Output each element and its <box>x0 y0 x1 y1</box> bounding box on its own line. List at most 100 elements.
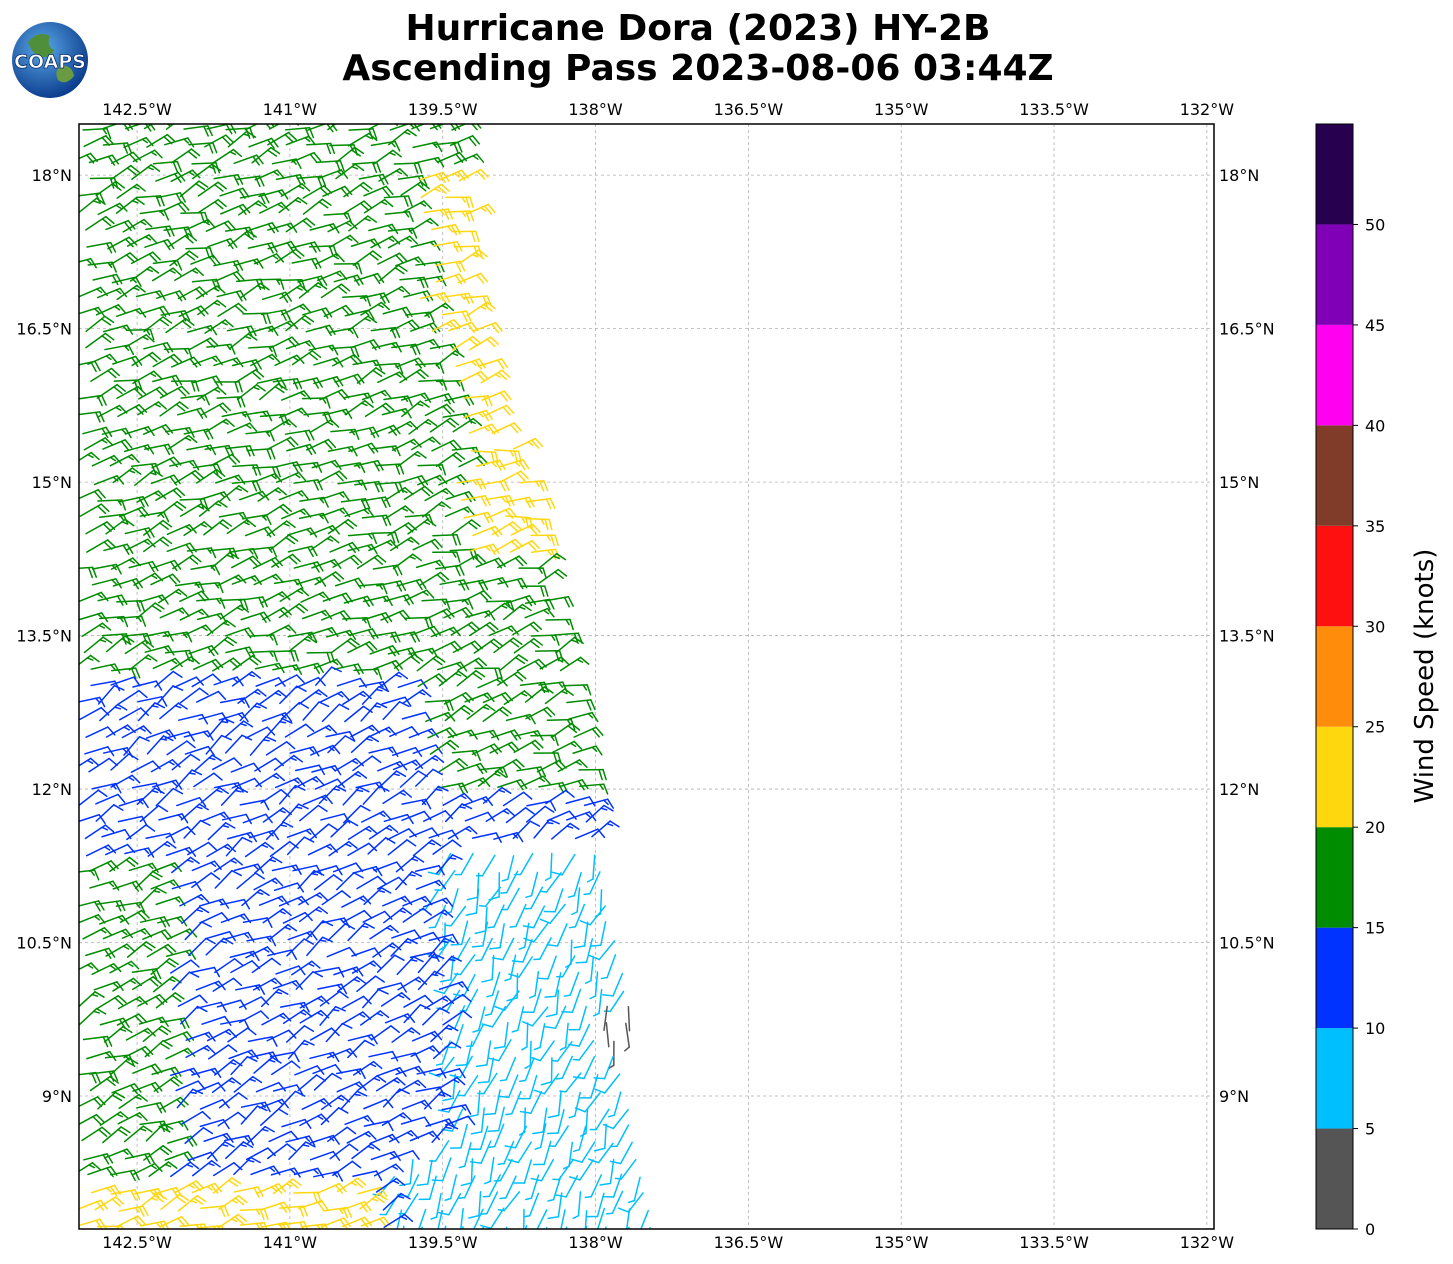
wind-barb-flag <box>404 211 410 218</box>
wind-barb-flag <box>572 1058 580 1061</box>
wind-barb-flag <box>538 567 543 574</box>
wind-barb-flag <box>394 631 401 643</box>
wind-barb-flag <box>555 1077 564 1080</box>
wind-barb-flag <box>275 278 281 286</box>
wind-barb <box>278 784 306 805</box>
wind-barb-flag <box>248 657 259 666</box>
wind-barb-flag <box>345 408 353 420</box>
wind-barb-flag <box>558 681 564 688</box>
wind-barb-flag <box>440 275 447 287</box>
wind-barb-flag <box>332 254 339 260</box>
wind-barb-flag <box>557 782 565 794</box>
wind-barb-flag <box>238 205 247 215</box>
wind-barb-flag <box>484 545 491 552</box>
wind-barb <box>271 553 301 568</box>
wind-barb-flag <box>582 684 588 691</box>
wind-barb-flag <box>367 629 375 640</box>
wind-barb-flag <box>338 703 350 710</box>
wind-barb-flag <box>347 840 358 849</box>
wind-barb-flag <box>145 329 151 336</box>
wind-barb-flag <box>213 302 221 306</box>
wind-barb <box>212 757 243 771</box>
wind-barb-flag <box>270 979 277 984</box>
wind-barb-flag <box>461 608 470 618</box>
wind-barb-staff <box>230 762 255 773</box>
wind-barb-flag <box>364 134 372 139</box>
wind-barb-flag <box>433 187 441 193</box>
wind-barb-flag <box>472 672 483 680</box>
wind-barb-flag <box>503 390 512 401</box>
wind-barb-flag <box>438 261 445 273</box>
wind-barb <box>233 154 264 166</box>
wind-barb <box>275 471 307 483</box>
wind-barb-staff <box>180 1005 199 1025</box>
wind-barb <box>208 636 237 654</box>
wind-barb-flag <box>466 896 479 901</box>
wind-barb-flag <box>280 201 290 211</box>
wind-barb-flag <box>89 654 100 663</box>
wind-barb-flag <box>579 920 591 926</box>
wind-barb-flag <box>540 1081 553 1086</box>
wind-barb-flag <box>208 165 216 170</box>
wind-barb-flag <box>586 699 592 711</box>
wind-barb <box>379 671 409 688</box>
wind-barb-flag <box>207 125 213 137</box>
wind-barb-flag <box>419 400 430 408</box>
wind-barb-staff <box>278 784 297 805</box>
wind-barb-flag <box>157 401 167 410</box>
wind-barb-flag <box>479 455 489 465</box>
wind-barb-flag <box>96 593 103 599</box>
wind-barb-flag <box>106 539 117 548</box>
wind-barb <box>117 815 148 827</box>
wind-barb-flag <box>210 565 216 571</box>
wind-barb <box>512 437 544 450</box>
wind-barb-flag <box>467 521 478 530</box>
wind-barb-flag <box>474 930 487 935</box>
wind-barb-flag <box>237 713 244 719</box>
wind-barb-flag <box>186 740 196 749</box>
wind-barb-staff <box>280 701 301 720</box>
wind-barb <box>262 807 292 823</box>
wind-barb <box>159 201 190 213</box>
wind-barb <box>328 234 359 249</box>
wind-barb <box>566 699 596 711</box>
wind-barb <box>524 517 553 531</box>
wind-barb-flag <box>410 655 421 664</box>
wind-barb <box>565 796 596 807</box>
wind-barb-flag <box>218 786 229 795</box>
wind-barb-flag <box>191 269 198 274</box>
wind-barb-flag <box>449 441 458 451</box>
wind-barb-flag <box>168 978 176 983</box>
wind-barb-flag <box>368 641 378 651</box>
wind-barb-flag <box>360 402 368 407</box>
wind-barb <box>583 798 614 809</box>
wind-barb-flag <box>493 772 501 777</box>
wind-barb-flag <box>141 138 148 144</box>
wind-barb <box>295 676 326 689</box>
wind-barb-flag <box>270 146 281 155</box>
wind-barb-flag <box>175 291 183 302</box>
wind-barb-flag <box>332 660 339 666</box>
wind-barb-flag <box>222 420 229 425</box>
wind-barb-flag <box>391 661 400 672</box>
wind-barb-flag <box>210 861 217 867</box>
wind-barb-flag <box>150 151 157 156</box>
wind-barb-staff <box>493 904 505 928</box>
wind-barb <box>520 775 551 788</box>
wind-barb-flag <box>430 956 438 959</box>
wind-barb-flag <box>447 711 456 722</box>
wind-barb-flag <box>141 506 150 517</box>
coaps-logo: COAPS <box>12 22 88 98</box>
wind-barb <box>498 470 529 484</box>
wind-barb-flag <box>380 391 387 397</box>
wind-barb <box>364 402 395 418</box>
wind-barb-flag <box>530 439 540 449</box>
wind-barb <box>545 618 574 631</box>
wind-barb <box>451 335 482 351</box>
wind-barb-flag <box>435 788 443 792</box>
wind-barb-flag <box>169 561 178 572</box>
wind-barb-flag <box>514 557 524 567</box>
wind-barb-flag <box>223 222 233 232</box>
wind-barb-flag <box>144 656 152 661</box>
wind-barb <box>102 142 133 154</box>
